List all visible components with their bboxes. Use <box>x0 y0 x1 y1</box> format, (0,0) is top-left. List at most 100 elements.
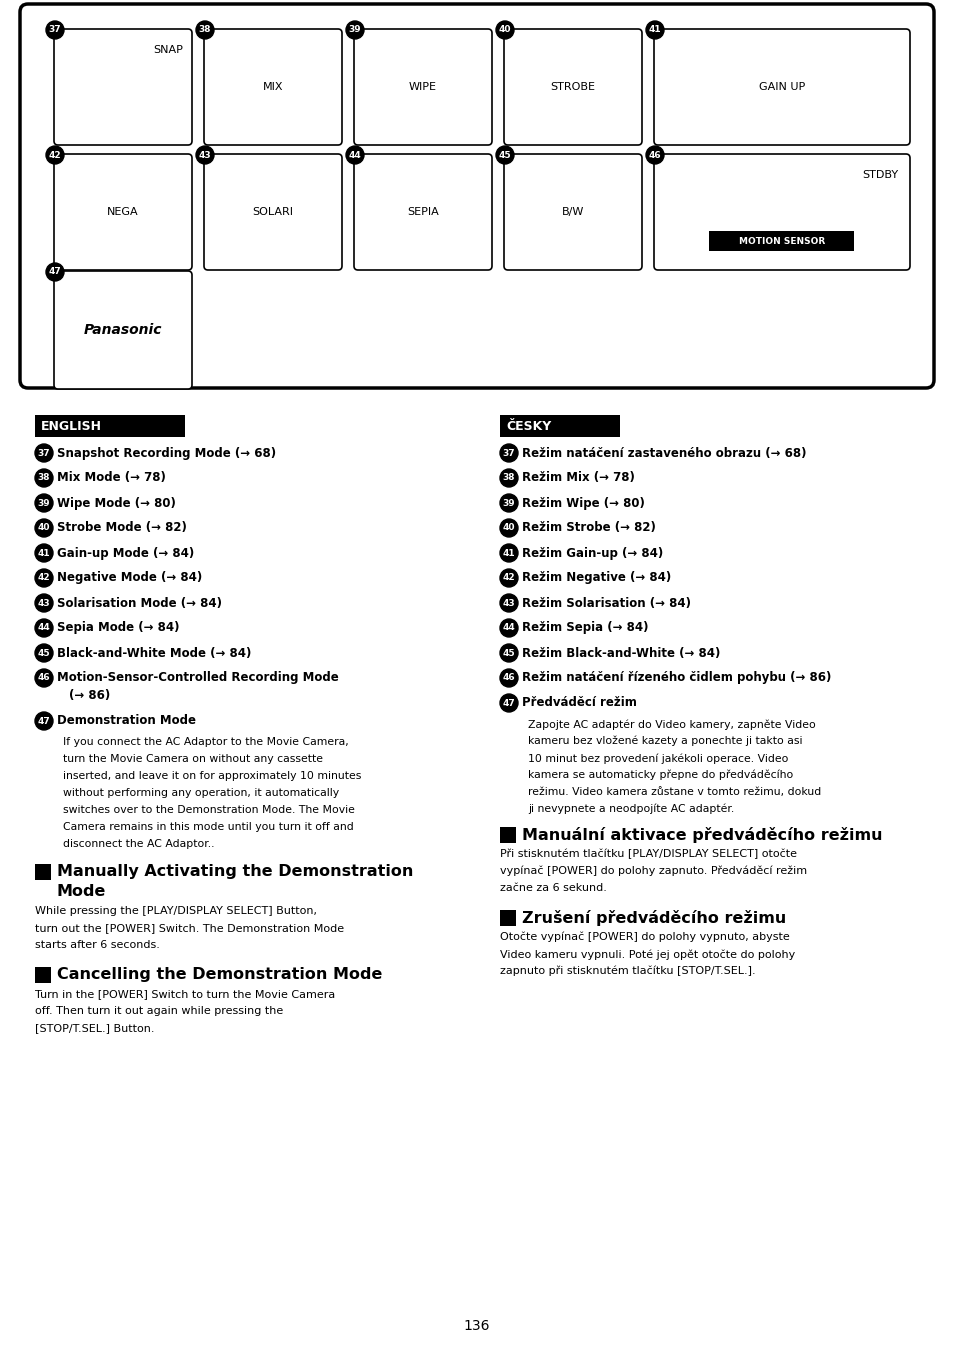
Text: 42: 42 <box>38 574 51 582</box>
Text: switches over to the Demonstration Mode. The Movie: switches over to the Demonstration Mode.… <box>63 805 355 815</box>
Text: 38: 38 <box>502 473 515 482</box>
Bar <box>499 415 619 436</box>
Text: Video kameru vypnuli. Poté jej opět otočte do polohy: Video kameru vypnuli. Poté jej opět otoč… <box>499 948 795 959</box>
Text: starts after 6 seconds.: starts after 6 seconds. <box>35 940 160 950</box>
Text: ji nevypnete a neodpojíte AC adaptér.: ji nevypnete a neodpojíte AC adaptér. <box>527 804 734 815</box>
Text: 37: 37 <box>49 26 61 35</box>
Text: 41: 41 <box>38 549 51 558</box>
FancyBboxPatch shape <box>654 28 909 145</box>
Text: 40: 40 <box>38 523 51 532</box>
Text: Režim Black-and-White (→ 84): Režim Black-and-White (→ 84) <box>521 647 720 659</box>
Text: ČESKY: ČESKY <box>505 420 551 432</box>
Text: 39: 39 <box>502 499 515 508</box>
Text: MIX: MIX <box>262 82 283 92</box>
Text: 38: 38 <box>38 473 51 482</box>
FancyBboxPatch shape <box>20 4 933 388</box>
Text: Zapojte AC adaptér do Video kamery, zapněte Video: Zapojte AC adaptér do Video kamery, zapn… <box>527 719 815 730</box>
Text: off. Then turn it out again while pressing the: off. Then turn it out again while pressi… <box>35 1006 283 1016</box>
Text: NEGA: NEGA <box>107 207 139 218</box>
Circle shape <box>499 469 517 486</box>
FancyBboxPatch shape <box>204 154 341 270</box>
Circle shape <box>499 569 517 586</box>
Text: Turn in the [POWER] Switch to turn the Movie Camera: Turn in the [POWER] Switch to turn the M… <box>35 989 335 998</box>
Text: Manually Activating the Demonstration: Manually Activating the Demonstration <box>57 865 413 880</box>
Circle shape <box>499 519 517 536</box>
Text: Sepia Mode (→ 84): Sepia Mode (→ 84) <box>57 621 179 635</box>
Text: SEPIA: SEPIA <box>407 207 438 218</box>
Circle shape <box>35 494 53 512</box>
Text: Strobe Mode (→ 82): Strobe Mode (→ 82) <box>57 521 187 535</box>
Text: 45: 45 <box>38 648 51 658</box>
Text: 47: 47 <box>502 698 515 708</box>
Text: SOLARI: SOLARI <box>253 207 294 218</box>
FancyBboxPatch shape <box>354 28 492 145</box>
Text: 39: 39 <box>38 499 51 508</box>
Text: Režim Strobe (→ 82): Režim Strobe (→ 82) <box>521 521 655 535</box>
FancyBboxPatch shape <box>354 154 492 270</box>
Text: Black-and-White Mode (→ 84): Black-and-White Mode (→ 84) <box>57 647 251 659</box>
FancyBboxPatch shape <box>503 28 641 145</box>
Text: Režim Mix (→ 78): Režim Mix (→ 78) <box>521 471 634 485</box>
Text: 45: 45 <box>502 648 515 658</box>
Text: kameru bez vložené kazety a ponechte ji takto asi: kameru bez vložené kazety a ponechte ji … <box>527 736 801 747</box>
Circle shape <box>496 146 514 163</box>
Text: Režim Sepia (→ 84): Režim Sepia (→ 84) <box>521 621 648 635</box>
Text: kamera se automaticky přepne do předváděcího: kamera se automaticky přepne do předvádě… <box>527 770 792 781</box>
Bar <box>499 827 516 843</box>
Text: Manuální aktivace předváděcího režimu: Manuální aktivace předváděcího režimu <box>521 827 882 843</box>
Text: 47: 47 <box>37 716 51 725</box>
Circle shape <box>499 544 517 562</box>
Text: [STOP/T.SEL.] Button.: [STOP/T.SEL.] Button. <box>35 1023 154 1034</box>
Text: WIPE: WIPE <box>409 82 436 92</box>
Circle shape <box>35 712 53 730</box>
Circle shape <box>499 444 517 462</box>
Text: Cancelling the Demonstration Mode: Cancelling the Demonstration Mode <box>57 967 382 982</box>
Circle shape <box>46 146 64 163</box>
Text: 41: 41 <box>502 549 515 558</box>
Text: Režim natáčení zastaveného obrazu (→ 68): Režim natáčení zastaveného obrazu (→ 68) <box>521 446 805 459</box>
Text: Zrušení předváděcího režimu: Zrušení předváděcího režimu <box>521 911 785 925</box>
Text: Režim Negative (→ 84): Režim Negative (→ 84) <box>521 571 671 585</box>
Text: 47: 47 <box>49 267 61 277</box>
Text: STDBY: STDBY <box>861 170 897 180</box>
FancyBboxPatch shape <box>654 154 909 270</box>
Text: without performing any operation, it automatically: without performing any operation, it aut… <box>63 788 338 798</box>
FancyBboxPatch shape <box>204 28 341 145</box>
FancyBboxPatch shape <box>54 272 192 389</box>
Text: 44: 44 <box>348 150 361 159</box>
Text: 42: 42 <box>49 150 61 159</box>
Circle shape <box>195 146 213 163</box>
Text: zapnuto při stisknutém tlačítku [STOP/T.SEL.].: zapnuto při stisknutém tlačítku [STOP/T.… <box>499 966 755 977</box>
Circle shape <box>46 263 64 281</box>
Text: 43: 43 <box>38 598 51 608</box>
Text: 10 minut bez provedení jakékoli operace. Video: 10 minut bez provedení jakékoli operace.… <box>527 753 787 763</box>
Bar <box>35 865 51 880</box>
Text: turn the Movie Camera on without any cassette: turn the Movie Camera on without any cas… <box>63 754 323 765</box>
Text: 44: 44 <box>37 624 51 632</box>
Circle shape <box>35 569 53 586</box>
Circle shape <box>499 494 517 512</box>
Circle shape <box>195 22 213 39</box>
Text: 46: 46 <box>648 150 660 159</box>
Text: 46: 46 <box>502 674 515 682</box>
Text: Otočte vypínač [POWER] do polohy vypnuto, abyste: Otočte vypínač [POWER] do polohy vypnuto… <box>499 932 789 943</box>
Circle shape <box>499 619 517 638</box>
Text: Negative Mode (→ 84): Negative Mode (→ 84) <box>57 571 202 585</box>
Circle shape <box>499 669 517 688</box>
Circle shape <box>46 22 64 39</box>
Text: Předváděcí režim: Předváděcí režim <box>521 697 637 709</box>
Text: 37: 37 <box>502 449 515 458</box>
Circle shape <box>346 22 364 39</box>
FancyBboxPatch shape <box>54 154 192 270</box>
Text: Motion-Sensor-Controlled Recording Mode: Motion-Sensor-Controlled Recording Mode <box>57 671 338 685</box>
Circle shape <box>645 22 663 39</box>
Bar <box>709 231 854 251</box>
Text: 43: 43 <box>198 150 212 159</box>
Text: Mix Mode (→ 78): Mix Mode (→ 78) <box>57 471 166 485</box>
Text: 45: 45 <box>498 150 511 159</box>
FancyBboxPatch shape <box>503 154 641 270</box>
Text: Režim Solarisation (→ 84): Režim Solarisation (→ 84) <box>521 597 690 609</box>
Text: While pressing the [PLAY/DISPLAY SELECT] Button,: While pressing the [PLAY/DISPLAY SELECT]… <box>35 907 316 916</box>
Text: vypínač [POWER] do polohy zapnuto. Předváděcí režim: vypínač [POWER] do polohy zapnuto. Předv… <box>499 866 806 877</box>
Bar <box>35 967 51 984</box>
